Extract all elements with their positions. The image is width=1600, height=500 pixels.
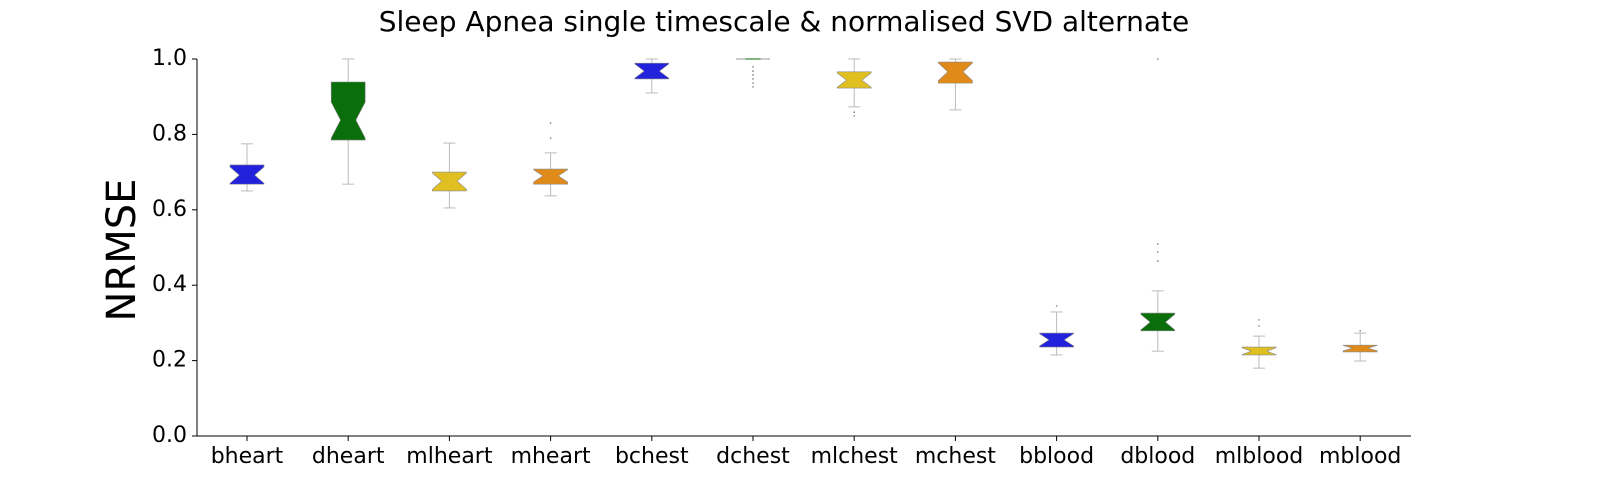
- x-tick-label: mlchest: [811, 444, 899, 469]
- outlier: [752, 70, 754, 72]
- outlier: [1258, 319, 1260, 321]
- y-tick-label: 0.0: [152, 423, 187, 448]
- y-tick-label: 0.6: [152, 197, 187, 222]
- x-tick-label: mlheart: [406, 444, 493, 469]
- outlier: [752, 66, 754, 68]
- outlier: [1055, 305, 1058, 307]
- box: [229, 164, 265, 185]
- outlier: [752, 78, 754, 80]
- outlier: [1157, 260, 1159, 262]
- y-tick-label: 1.0: [152, 46, 187, 71]
- outlier: [1258, 325, 1260, 327]
- outlier: [1359, 330, 1361, 332]
- y-tick-label: 0.4: [152, 272, 187, 297]
- y-tick-label: 0.2: [152, 348, 187, 373]
- y-axis-label: NRMSE: [99, 179, 145, 322]
- chart-title: Sleep Apnea single timescale & normalise…: [379, 5, 1190, 38]
- outlier: [1157, 251, 1159, 253]
- x-tick-label: mlblood: [1215, 444, 1304, 469]
- outlier: [1157, 58, 1159, 60]
- x-tick-label: bchest: [615, 444, 689, 469]
- x-tick-label: mchest: [915, 444, 996, 469]
- outlier: [549, 137, 552, 139]
- outlier: [853, 115, 855, 117]
- x-tick-label: dblood: [1120, 444, 1195, 469]
- box: [330, 81, 366, 141]
- x-tick-label: bblood: [1019, 444, 1094, 469]
- x-tick-label: bheart: [211, 444, 284, 469]
- x-tick-label: mheart: [511, 444, 591, 469]
- outlier: [1157, 243, 1159, 245]
- x-tick-label: dheart: [312, 444, 385, 469]
- outlier: [752, 86, 754, 88]
- outlier: [853, 111, 855, 113]
- box: [938, 61, 973, 84]
- x-tick-label: mblood: [1319, 444, 1401, 469]
- outlier: [549, 122, 552, 124]
- x-tick-label: dchest: [716, 444, 790, 469]
- outlier: [752, 74, 754, 76]
- y-tick-label: 0.8: [152, 121, 187, 146]
- box: [533, 168, 568, 185]
- outlier: [752, 82, 754, 84]
